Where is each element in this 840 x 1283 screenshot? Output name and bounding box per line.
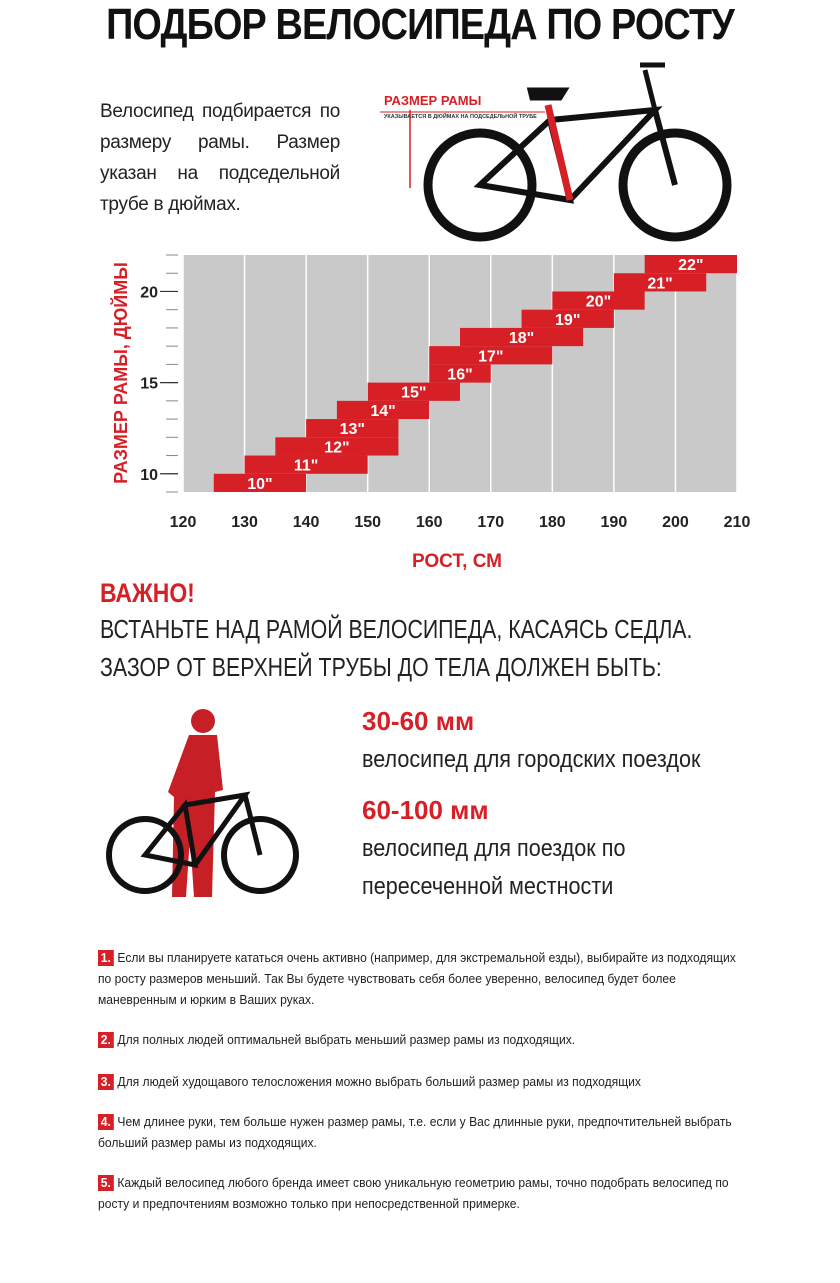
note-text: Чем длинее руки, тем больше нужен размер… (98, 1114, 732, 1150)
rider-illustration (106, 709, 299, 897)
bar-label: 20" (586, 294, 611, 311)
x-tick-label: 120 (170, 514, 197, 531)
range-bar (367, 382, 460, 401)
bar-label: 15" (401, 385, 426, 402)
x-axis-title: РОСТ, СМ (412, 551, 502, 572)
bike-illustration: РАЗМЕР РАМЫ УКАЗЫВАЕТСЯ В ДЮЙМАХ НА ПОДС… (380, 62, 732, 242)
bar-label: 11" (294, 458, 319, 475)
x-tick-label: 180 (539, 514, 566, 531)
y-axis-title: РАЗМЕР РАМЫ, ДЮЙМЫ (110, 262, 131, 484)
range-bar (429, 364, 491, 383)
important-line: ВСТАНЬТЕ НАД РАМОЙ ВЕЛОСИПЕДА, КАСАЯСЬ С… (100, 614, 693, 644)
x-tick-label: 160 (416, 514, 443, 531)
note-text: Для людей худощавого телосложения можно … (117, 1074, 641, 1089)
note: 3. Для людей худощавого телосложения можн… (98, 1071, 740, 1092)
x-tick-label: 140 (293, 514, 320, 531)
x-tick-label: 170 (477, 514, 504, 531)
bar-label: 14" (370, 403, 395, 420)
x-tick-label: 150 (354, 514, 381, 531)
option-range: 60-100 мм (362, 795, 489, 825)
note: 5. Каждый велосипед любого бренда имеет с… (98, 1172, 740, 1214)
range-bar (306, 419, 399, 438)
note-text: Для полных людей оптимальней выбрать мен… (117, 1032, 576, 1047)
frame-label: РАЗМЕР РАМЫ (384, 93, 481, 108)
range-bar (552, 291, 645, 310)
y-tick-label: 10 (140, 467, 158, 484)
range-bar (521, 309, 614, 328)
x-tick-label: 210 (724, 514, 751, 531)
bar-label: 18" (509, 330, 534, 347)
range-bar (213, 473, 307, 492)
bar-label: 17" (478, 348, 503, 365)
option-description: велосипед для городских поездок (362, 746, 701, 773)
page-title: ПОДБОР ВЕЛОСИПЕДА ПО РОСТУ (106, 0, 735, 49)
option-description: велосипед для поездок по пересеченной ме… (362, 835, 626, 900)
range-bar (460, 327, 584, 347)
range-bar (244, 455, 368, 474)
chart: 120 130 140 150 160 170 180 190 200 210 10 15 20 10" 1… (110, 254, 751, 572)
important-heading: ВАЖНО! (100, 578, 195, 608)
bar-label: 21" (647, 275, 672, 292)
bar-label: 22" (678, 257, 703, 274)
range-bar (275, 437, 399, 456)
range-bar (429, 346, 553, 365)
range-bar (644, 255, 737, 274)
important-line: ЗАЗОР ОТ ВЕРХНЕЙ ТРУБЫ ДО ТЕЛА ДОЛЖЕН БЫ… (100, 652, 662, 682)
y-tick-label: 15 (140, 376, 158, 393)
x-tick-label: 200 (662, 514, 689, 531)
note: 1. Если вы планируете кататься очень акти… (98, 947, 740, 1010)
x-tick-label: 190 (601, 514, 628, 531)
bar-label: 10" (247, 476, 272, 493)
note-text: Если вы планируете кататься очень активн… (98, 950, 736, 1007)
option-range: 30-60 мм (362, 706, 475, 736)
bar-label: 13" (340, 421, 365, 438)
note: 2. Для полных людей оптимальней выбрать м… (98, 1029, 740, 1050)
intro-text: Велосипед подбирается по размеру рамы. Р… (100, 101, 340, 215)
range-bar (613, 273, 707, 292)
note-number: 1. (98, 950, 114, 966)
y-tick-label: 20 (140, 284, 158, 301)
bar-label: 12" (324, 439, 349, 456)
range-bar (336, 400, 430, 420)
x-tick-label: 130 (231, 514, 258, 531)
frame-note: УКАЗЫВАЕТСЯ В ДЮЙМАХ НА ПОДСЕДЕЛЬНОЙ ТРУ… (384, 112, 537, 120)
note-number: 3. (98, 1074, 114, 1090)
note: 4. Чем длинее руки, тем больше нужен разм… (98, 1111, 740, 1153)
note-text: Каждый велосипед любого бренда имеет сво… (98, 1175, 729, 1211)
bar-label: 16" (447, 367, 472, 384)
bar-label: 19" (555, 312, 580, 329)
note-number: 4. (98, 1114, 114, 1130)
note-number: 5. (98, 1175, 114, 1191)
note-number: 2. (98, 1032, 114, 1048)
